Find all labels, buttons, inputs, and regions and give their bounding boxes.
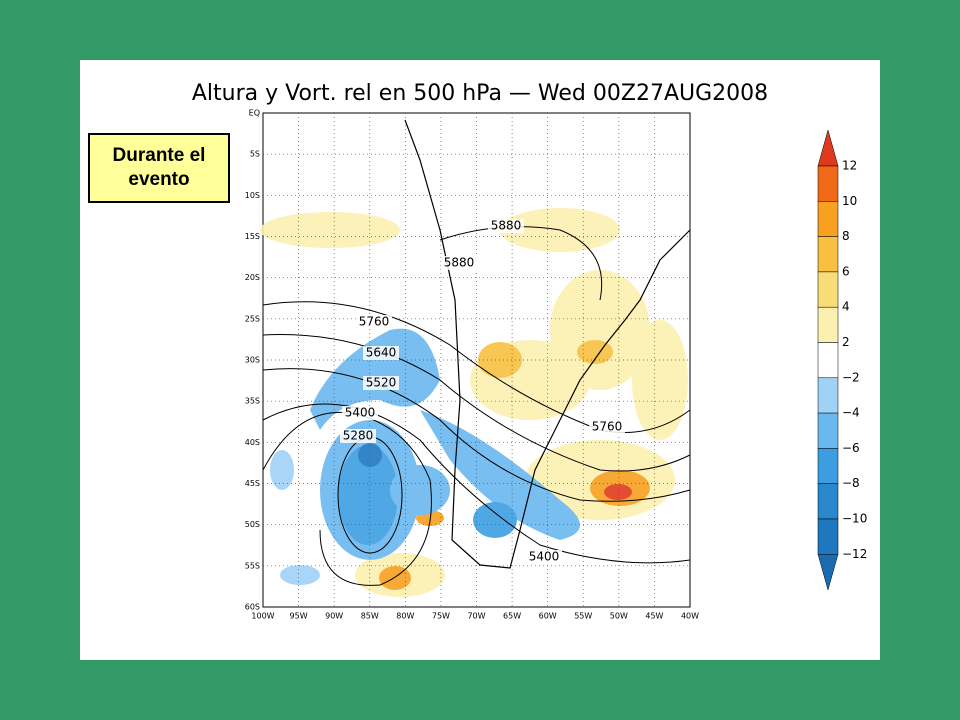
lat-label: 10S: [245, 191, 260, 200]
lon-label: 55W: [574, 612, 592, 621]
lat-label: 60S: [245, 603, 260, 612]
contour-label: 5760: [592, 420, 623, 434]
colorbar-label: −10: [842, 512, 867, 526]
colorbar-segment: [817, 271, 839, 308]
lon-label: 80W: [396, 612, 414, 621]
lat-label: 45S: [245, 479, 260, 488]
lon-label: 100W: [251, 612, 274, 621]
contour-label-bg: [342, 406, 378, 420]
colorbar-tip: [817, 129, 839, 167]
colorbar-label: 4: [842, 300, 850, 314]
lon-label: 95W: [290, 612, 308, 621]
lon-label: 90W: [325, 612, 343, 621]
shading: [260, 208, 688, 597]
contour-label-bg: [589, 420, 625, 434]
map: 5880 5880 5760 5640 5520 5400 5280 5760 5400 EQ 5…: [245, 109, 699, 621]
contour-label: 5880: [444, 256, 475, 270]
lon-label: 85W: [361, 612, 379, 621]
contour-label: 5400: [345, 406, 376, 420]
colorbar-segment: [817, 518, 839, 555]
colorbar-segment: [817, 448, 839, 484]
lat-label: 55S: [245, 561, 260, 570]
contour-label-bg: [363, 346, 399, 360]
contour-label: 5400: [529, 550, 560, 564]
lon-label: 45W: [645, 612, 663, 621]
colorbar-segment: [817, 165, 839, 202]
lat-label: EQ: [249, 109, 260, 118]
event-label: Durante el evento: [88, 133, 230, 203]
contour-label-bg: [356, 315, 392, 329]
colorbar-segment: [817, 412, 839, 449]
contour-labels: 5880 5880 5760 5640 5520 5400 5280 5760 5400: [340, 219, 625, 564]
lon-label: 65W: [503, 612, 521, 621]
colorbar-label: −4: [842, 406, 860, 420]
colorbar-label: 6: [842, 264, 850, 278]
map-title: Altura y Vort. rel en 500 hPa — Wed 00Z2…: [192, 81, 768, 106]
lon-label: 60W: [539, 612, 557, 621]
contour-label: 5520: [366, 376, 397, 390]
colorbar-label: 2: [842, 335, 850, 349]
lat-label: 5S: [250, 150, 260, 159]
colorbar-tip: [817, 554, 839, 591]
contour-label-bg: [340, 429, 376, 443]
colorbar-label: −8: [842, 476, 860, 490]
lat-label: 35S: [245, 397, 260, 406]
contour-label: 5280: [343, 429, 374, 443]
colorbar-segment: [817, 306, 839, 343]
contour-label: 5760: [359, 315, 390, 329]
lon-label: 50W: [610, 612, 628, 621]
coastline: [404, 119, 691, 569]
contour-label-bg: [363, 376, 399, 390]
colorbar-segment: [817, 377, 839, 414]
lat-label: 15S: [245, 232, 260, 241]
contour-label-bg: [526, 550, 562, 564]
contours: [262, 226, 691, 586]
lat-label: 40S: [245, 438, 260, 447]
colorbar-label: −12: [842, 547, 867, 561]
lat-label: 20S: [245, 273, 260, 282]
lat-label: 30S: [245, 356, 260, 365]
colorbar-label: 12: [842, 159, 857, 173]
colorbar-label: −2: [842, 370, 860, 384]
lon-label: 40W: [681, 612, 699, 621]
axis-labels: EQ 5S 10S 15S 20S 25S 30S 35S 40S 45S 50S 55S 60S100…: [245, 109, 699, 621]
contour-label: 5640: [366, 346, 397, 360]
colorbar-segment: [817, 236, 839, 273]
lat-label: 25S: [245, 314, 260, 323]
lon-label: 75W: [432, 612, 450, 621]
colorbar-segment: [817, 201, 839, 237]
colorbar-label: 10: [842, 194, 857, 208]
colorbar-segment: [817, 483, 839, 520]
lon-label: 70W: [467, 612, 485, 621]
colorbar-label: 8: [842, 229, 850, 243]
contour-label-bg: [441, 256, 477, 270]
colorbar-label: −6: [842, 441, 860, 455]
colorbar-segment: [817, 342, 839, 379]
contour-label: 5880: [491, 219, 522, 233]
colorbar: 12 10 8 6 4 2 −2 −4 −6 −8 −10 −12: [817, 129, 867, 591]
contour-label-bg: [488, 219, 524, 233]
lat-label: 50S: [245, 520, 260, 529]
